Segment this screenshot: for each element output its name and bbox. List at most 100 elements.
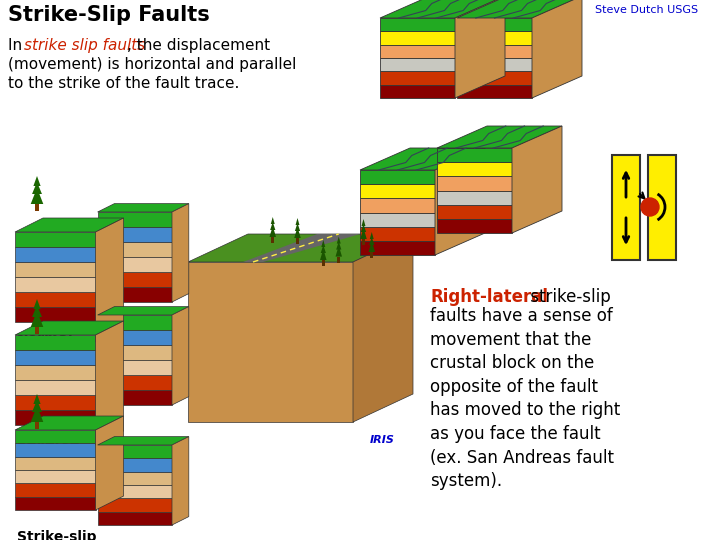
Polygon shape xyxy=(360,184,435,198)
Polygon shape xyxy=(435,148,485,255)
Text: IRIS: IRIS xyxy=(370,435,395,445)
Polygon shape xyxy=(336,241,341,249)
Polygon shape xyxy=(98,227,172,242)
Bar xyxy=(322,260,325,266)
Polygon shape xyxy=(15,395,96,410)
Polygon shape xyxy=(380,31,455,45)
Polygon shape xyxy=(98,330,172,345)
Text: strike-slip: strike-slip xyxy=(525,288,611,306)
Polygon shape xyxy=(98,315,172,330)
Polygon shape xyxy=(31,311,43,327)
Polygon shape xyxy=(32,400,42,412)
Polygon shape xyxy=(98,360,172,375)
Polygon shape xyxy=(612,155,640,260)
Polygon shape xyxy=(437,219,512,233)
Polygon shape xyxy=(15,416,124,430)
Polygon shape xyxy=(369,237,374,245)
Polygon shape xyxy=(15,410,96,425)
Polygon shape xyxy=(15,497,96,510)
Polygon shape xyxy=(271,217,275,224)
Bar xyxy=(296,238,299,244)
Text: , the displacement: , the displacement xyxy=(127,38,270,53)
Polygon shape xyxy=(360,148,485,170)
Polygon shape xyxy=(172,204,189,302)
Text: Reverse: Reverse xyxy=(17,437,81,451)
Polygon shape xyxy=(31,188,43,204)
Polygon shape xyxy=(380,45,455,58)
Polygon shape xyxy=(360,227,435,241)
Polygon shape xyxy=(457,45,532,58)
Polygon shape xyxy=(336,246,342,256)
Polygon shape xyxy=(353,234,413,422)
Text: to the strike of the fault trace.: to the strike of the fault trace. xyxy=(8,76,239,91)
Polygon shape xyxy=(243,234,360,262)
Polygon shape xyxy=(380,85,455,98)
Polygon shape xyxy=(361,224,366,232)
Polygon shape xyxy=(437,126,562,148)
Polygon shape xyxy=(437,205,512,219)
Polygon shape xyxy=(269,226,276,237)
Text: Normal: Normal xyxy=(17,332,73,346)
Polygon shape xyxy=(98,437,189,445)
Polygon shape xyxy=(172,307,189,405)
Polygon shape xyxy=(295,218,300,225)
Bar xyxy=(370,252,373,258)
Polygon shape xyxy=(98,287,172,302)
Polygon shape xyxy=(321,240,325,247)
Bar xyxy=(271,237,274,243)
Polygon shape xyxy=(188,234,413,262)
Polygon shape xyxy=(15,321,124,335)
Polygon shape xyxy=(98,212,172,227)
Polygon shape xyxy=(369,241,375,252)
Polygon shape xyxy=(360,198,435,213)
Polygon shape xyxy=(457,71,532,85)
Polygon shape xyxy=(15,457,96,470)
Polygon shape xyxy=(360,228,366,239)
Polygon shape xyxy=(648,155,676,260)
Polygon shape xyxy=(15,277,96,292)
Polygon shape xyxy=(532,0,582,98)
Polygon shape xyxy=(361,219,366,226)
Text: strike slip faults: strike slip faults xyxy=(24,38,145,53)
Polygon shape xyxy=(294,227,301,238)
Bar xyxy=(35,422,39,429)
Text: Steve Dutch USGS: Steve Dutch USGS xyxy=(595,5,698,15)
Polygon shape xyxy=(98,512,172,525)
Polygon shape xyxy=(455,0,505,98)
Polygon shape xyxy=(98,204,189,212)
Polygon shape xyxy=(360,241,435,255)
Polygon shape xyxy=(457,31,532,45)
Polygon shape xyxy=(188,262,353,422)
Polygon shape xyxy=(32,305,42,317)
Text: Strike-slip: Strike-slip xyxy=(17,530,96,540)
Bar xyxy=(337,256,341,262)
Text: In: In xyxy=(8,38,27,53)
Polygon shape xyxy=(437,162,512,177)
Polygon shape xyxy=(15,232,96,247)
Polygon shape xyxy=(380,58,455,71)
Polygon shape xyxy=(15,262,96,277)
Polygon shape xyxy=(15,350,96,365)
Polygon shape xyxy=(96,321,124,445)
Polygon shape xyxy=(15,470,96,483)
Polygon shape xyxy=(457,18,532,31)
Polygon shape xyxy=(380,0,505,18)
Polygon shape xyxy=(98,345,172,360)
Text: Strike-Slip Faults: Strike-Slip Faults xyxy=(8,5,210,25)
Polygon shape xyxy=(15,380,96,395)
Polygon shape xyxy=(512,126,562,233)
Polygon shape xyxy=(370,232,374,239)
Polygon shape xyxy=(172,437,189,525)
Polygon shape xyxy=(320,245,326,253)
Polygon shape xyxy=(98,471,172,485)
Polygon shape xyxy=(457,58,532,71)
Polygon shape xyxy=(360,170,435,184)
Polygon shape xyxy=(33,394,40,404)
Polygon shape xyxy=(15,443,96,457)
Polygon shape xyxy=(31,406,43,422)
Polygon shape xyxy=(295,223,300,231)
Polygon shape xyxy=(98,390,172,405)
Polygon shape xyxy=(32,182,42,194)
Polygon shape xyxy=(33,176,40,186)
Polygon shape xyxy=(380,18,455,31)
